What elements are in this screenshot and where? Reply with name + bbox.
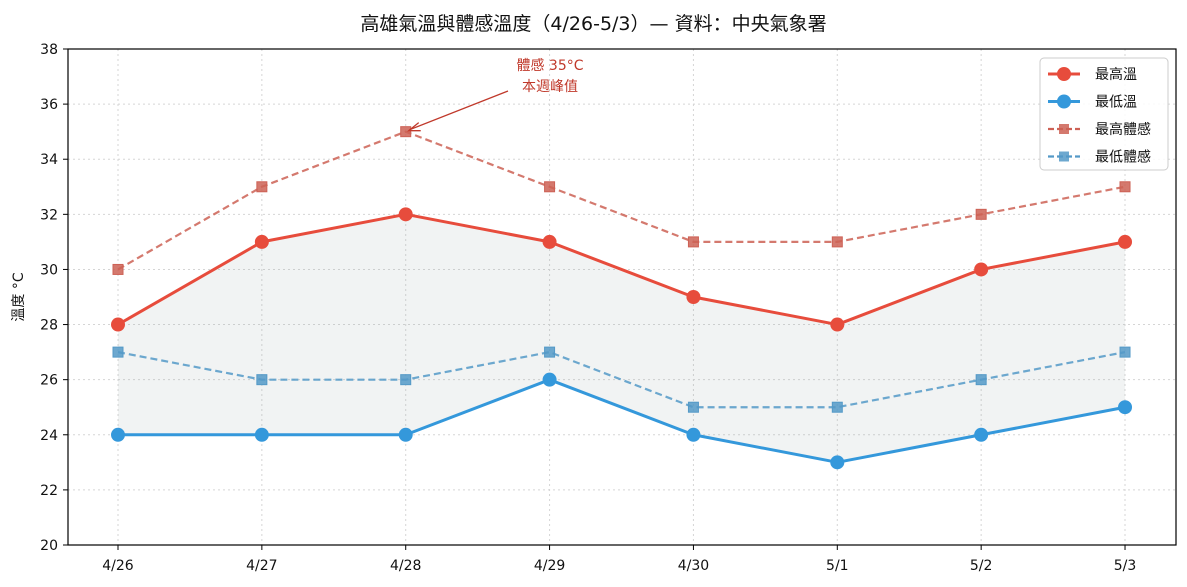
series-0-point — [1118, 234, 1133, 249]
series-2-point — [256, 181, 268, 193]
series-1-point — [686, 427, 701, 442]
y-tick-label: 38 — [40, 42, 58, 58]
legend-label: 最低體感 — [1095, 149, 1151, 166]
series-3-point — [400, 374, 412, 386]
series-3-line — [117, 351, 1126, 409]
axes-layer: 20 22 24 26 28 30 32 34 36 38 4/26 4/27 4/28 4/29 4/30… — [11, 42, 1177, 574]
y-tick-label: 30 — [40, 262, 58, 278]
y-axis-label: 溫度 °C — [11, 272, 27, 321]
y-tick-label: 26 — [40, 373, 58, 389]
series-3-point — [831, 401, 843, 413]
series-2-point — [687, 236, 699, 248]
legend-swatch-marker — [1057, 67, 1071, 81]
series-0-line — [117, 212, 1126, 327]
series-2-point — [400, 126, 412, 138]
series-3-point — [112, 346, 124, 358]
annotation-text-line: 體感 35°C — [516, 57, 583, 74]
annotation-layer: 體感 35°C 本週峰值 — [406, 57, 584, 132]
chart-title: 高雄氣溫與體感溫度（4/26-5/3）— 資料：中央氣象署 — [360, 13, 827, 35]
annotation-arrow-head — [406, 122, 421, 132]
legend-label: 最高體感 — [1095, 121, 1151, 138]
series-2-point — [1119, 181, 1131, 193]
legend-label: 最高溫 — [1095, 66, 1137, 83]
series-2-point — [975, 208, 987, 220]
fill-layer — [118, 214, 1126, 463]
series-2-line — [117, 130, 1126, 271]
x-tick-label: 4/29 — [534, 558, 565, 574]
legend-swatch-marker — [1057, 94, 1071, 109]
y-tick-label: 24 — [40, 428, 58, 444]
annotation-arrow-line — [409, 90, 509, 131]
x-tick-label: 4/26 — [102, 558, 134, 574]
series-0-point — [830, 317, 845, 332]
x-tick-label: 4/30 — [678, 558, 709, 574]
series-3-point — [975, 374, 987, 386]
series-0-point — [398, 207, 413, 222]
series-0-point — [111, 317, 125, 332]
legend-swatch-marker — [1059, 151, 1069, 162]
series-layer — [111, 126, 1133, 470]
series-3-point — [1119, 346, 1131, 358]
x-tick-label: 5/1 — [826, 558, 849, 574]
plot-frame — [67, 48, 1177, 546]
legend-label: 最低溫 — [1095, 95, 1137, 111]
x-tick-label: 5/2 — [970, 558, 993, 574]
y-tick-label: 22 — [40, 483, 58, 499]
legend-box — [1039, 57, 1169, 171]
series-1-point — [398, 427, 413, 442]
series-3-point — [544, 346, 556, 358]
series-2-point — [544, 181, 556, 193]
series-0-point — [254, 234, 269, 249]
legend-swatch-marker — [1059, 124, 1069, 134]
y-tick-label: 32 — [40, 207, 58, 223]
y-tick-label: 36 — [40, 97, 58, 113]
series-1-point — [1118, 400, 1133, 415]
series-1-point — [974, 427, 989, 442]
series-0-point — [686, 290, 701, 304]
series-1-point — [254, 427, 269, 442]
series-1-point — [111, 427, 125, 442]
series-2-point — [831, 236, 843, 248]
y-tick-label: 28 — [40, 318, 58, 334]
x-tick-label: 4/28 — [390, 558, 421, 574]
y-tick-label: 20 — [40, 538, 58, 554]
series-1-point — [542, 372, 557, 387]
series-3-point — [256, 374, 268, 386]
series-1-point — [830, 455, 845, 470]
series-3-point — [687, 401, 699, 413]
series-0-point — [974, 262, 989, 277]
x-tick-label: 5/3 — [1114, 558, 1137, 574]
series-1-line — [118, 378, 1126, 464]
annotation-text-line: 本週峰值 — [522, 79, 578, 95]
series-0-point — [542, 234, 557, 249]
y-tick-label: 34 — [40, 152, 58, 168]
temperature-range-fill — [118, 214, 1126, 463]
series-2-point — [112, 263, 124, 275]
x-tick-label: 4/27 — [246, 558, 277, 574]
